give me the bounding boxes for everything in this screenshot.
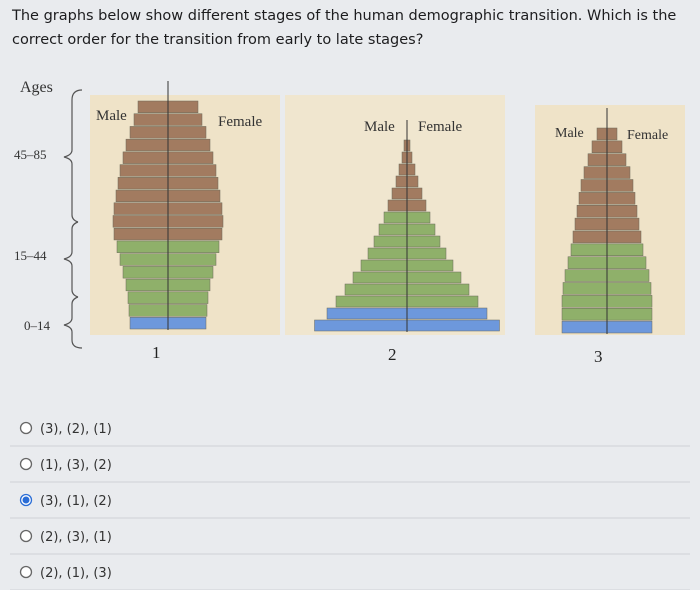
option-text[interactable]: (3), (2), (1)	[40, 422, 112, 437]
brace	[63, 89, 83, 349]
question: The graphs below show different stages o…	[12, 8, 677, 48]
pyramid-number: 3	[594, 347, 603, 366]
option-text[interactable]: (1), (3), (2)	[40, 458, 112, 473]
female-label: Female	[627, 128, 668, 143]
age-group: 15–44	[14, 248, 47, 263]
age-group: 0–14	[24, 318, 51, 333]
radio-dot	[22, 496, 30, 504]
pyramid-number: 1	[152, 343, 161, 362]
radio[interactable]	[19, 529, 33, 543]
radio[interactable]	[19, 421, 33, 435]
ages-title: Ages	[20, 79, 53, 96]
female-label: Female	[418, 119, 462, 135]
male-label: Male	[96, 108, 127, 124]
male-label: Male	[555, 126, 584, 141]
male-label: Male	[364, 119, 395, 135]
pyramid-number: 2	[388, 345, 397, 364]
option-text[interactable]: (2), (3), (1)	[40, 530, 112, 545]
age-group: 45–85	[14, 147, 47, 162]
option-text[interactable]: (2), (1), (3)	[40, 566, 112, 581]
radio[interactable]	[19, 457, 33, 471]
option-text[interactable]: (3), (1), (2)	[40, 494, 112, 509]
radio[interactable]	[19, 565, 33, 579]
female-label: Female	[218, 114, 262, 130]
